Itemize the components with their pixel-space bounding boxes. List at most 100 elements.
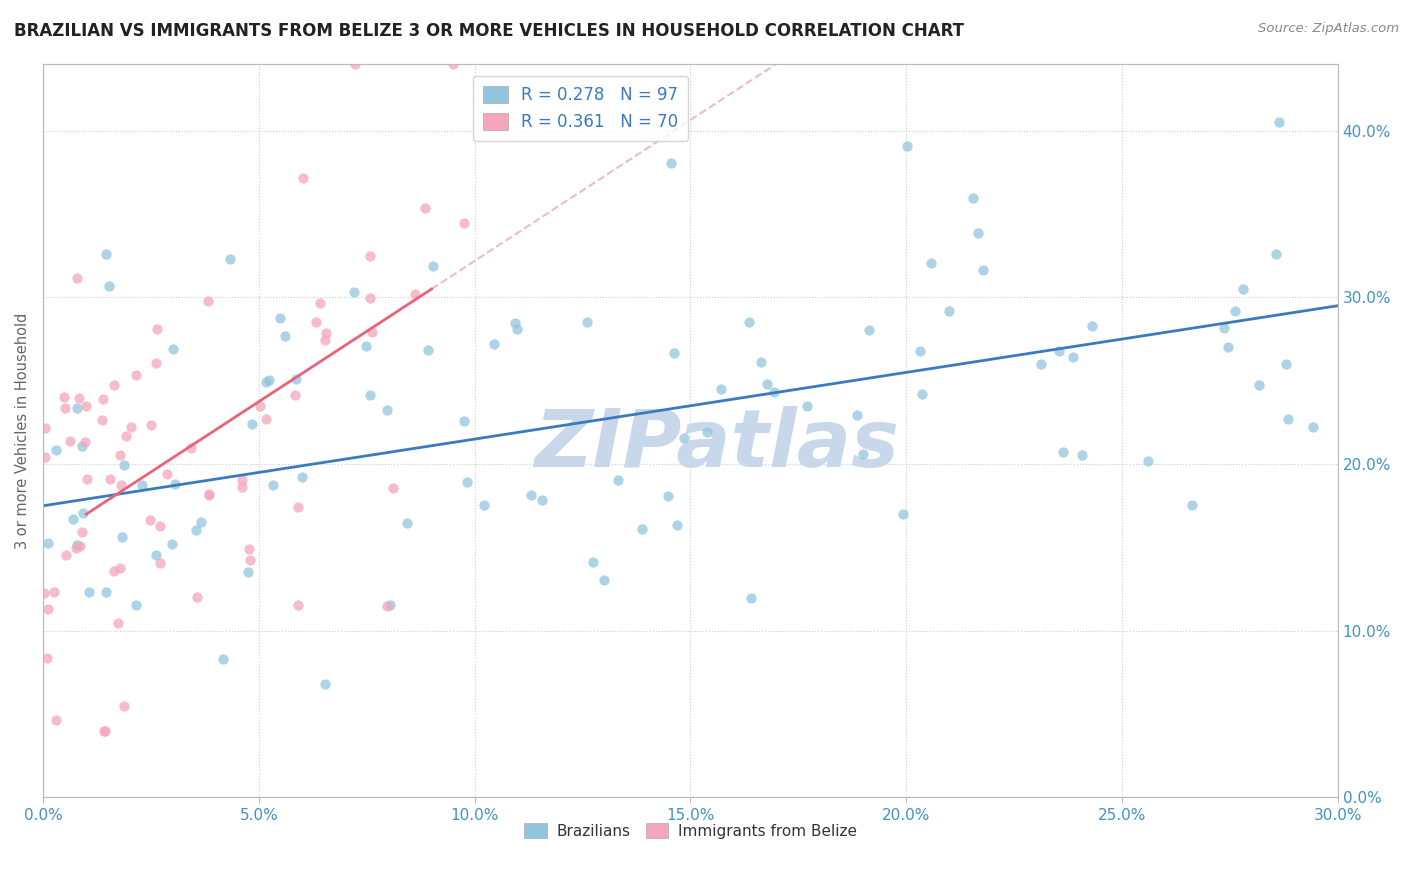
- Point: [1212, 321, 1234, 335]
- Point: [891, 507, 914, 521]
- Point: [72, 506, 94, 520]
- Point: [111, 530, 134, 544]
- Point: [66, 538, 89, 552]
- Point: [896, 139, 918, 153]
- Point: [149, 556, 172, 570]
- Point: [441, 57, 464, 71]
- Point: [112, 698, 135, 713]
- Point: [96, 247, 118, 261]
- Point: [211, 652, 233, 666]
- Point: [146, 322, 169, 336]
- Point: [966, 226, 988, 240]
- Point: [162, 537, 184, 551]
- Point: [197, 294, 219, 309]
- Point: [198, 487, 221, 501]
- Point: [107, 616, 129, 631]
- Point: [37, 602, 59, 616]
- Point: [382, 481, 405, 495]
- Point: [287, 598, 309, 612]
- Point: [1181, 498, 1204, 512]
- Point: [291, 470, 314, 484]
- Point: [238, 541, 260, 556]
- Point: [453, 413, 475, 427]
- Legend: Brazilians, Immigrants from Belize: Brazilians, Immigrants from Belize: [517, 816, 863, 845]
- Point: [254, 411, 277, 425]
- Point: [519, 488, 541, 502]
- Point: [141, 417, 163, 432]
- Point: [59, 434, 82, 449]
- Point: [738, 315, 761, 329]
- Point: [108, 561, 131, 575]
- Point: [69, 539, 91, 553]
- Point: [304, 315, 326, 329]
- Point: [422, 259, 444, 273]
- Point: [180, 441, 202, 455]
- Point: [592, 573, 614, 587]
- Point: [395, 516, 418, 531]
- Point: [662, 345, 685, 359]
- Point: [314, 677, 336, 691]
- Point: [100, 472, 122, 486]
- Point: [45, 442, 67, 457]
- Point: [378, 598, 401, 612]
- Point: [413, 201, 436, 215]
- Point: [103, 565, 125, 579]
- Point: [249, 399, 271, 413]
- Point: [32, 585, 55, 599]
- Point: [120, 420, 142, 434]
- Point: [155, 467, 177, 481]
- Point: [239, 553, 262, 567]
- Point: [359, 249, 381, 263]
- Point: [1268, 114, 1291, 128]
- Point: [75, 435, 97, 450]
- Point: [506, 321, 529, 335]
- Point: [474, 499, 496, 513]
- Point: [1223, 304, 1246, 318]
- Point: [231, 473, 253, 487]
- Point: [110, 477, 132, 491]
- Point: [343, 57, 366, 71]
- Point: [1052, 445, 1074, 459]
- Point: [66, 271, 89, 285]
- Point: [186, 591, 208, 605]
- Point: [42, 585, 65, 599]
- Point: [103, 378, 125, 392]
- Point: [108, 449, 131, 463]
- Point: [165, 476, 187, 491]
- Point: [657, 489, 679, 503]
- Point: [659, 156, 682, 170]
- Point: [145, 356, 167, 370]
- Point: [254, 375, 277, 389]
- Point: [763, 385, 786, 400]
- Point: [219, 252, 242, 266]
- Point: [125, 598, 148, 612]
- Point: [284, 372, 307, 386]
- Point: [34, 450, 56, 465]
- Point: [37, 535, 59, 549]
- Point: [125, 368, 148, 382]
- Point: [257, 373, 280, 387]
- Point: [672, 431, 695, 445]
- Point: [284, 388, 307, 402]
- Point: [343, 285, 366, 299]
- Point: [269, 310, 291, 325]
- Point: [359, 388, 381, 402]
- Point: [238, 566, 260, 580]
- Text: Source: ZipAtlas.com: Source: ZipAtlas.com: [1258, 22, 1399, 36]
- Point: [309, 295, 332, 310]
- Point: [1071, 448, 1094, 462]
- Point: [695, 425, 717, 440]
- Point: [1047, 344, 1070, 359]
- Point: [131, 477, 153, 491]
- Text: ZIPatlas: ZIPatlas: [534, 407, 898, 484]
- Point: [1249, 377, 1271, 392]
- Point: [530, 492, 553, 507]
- Point: [359, 291, 381, 305]
- Point: [1081, 318, 1104, 333]
- Point: [65, 541, 87, 556]
- Text: BRAZILIAN VS IMMIGRANTS FROM BELIZE 3 OR MORE VEHICLES IN HOUSEHOLD CORRELATION : BRAZILIAN VS IMMIGRANTS FROM BELIZE 3 OR…: [14, 22, 965, 40]
- Point: [93, 392, 115, 407]
- Point: [846, 408, 869, 422]
- Point: [1275, 357, 1298, 371]
- Point: [375, 599, 398, 614]
